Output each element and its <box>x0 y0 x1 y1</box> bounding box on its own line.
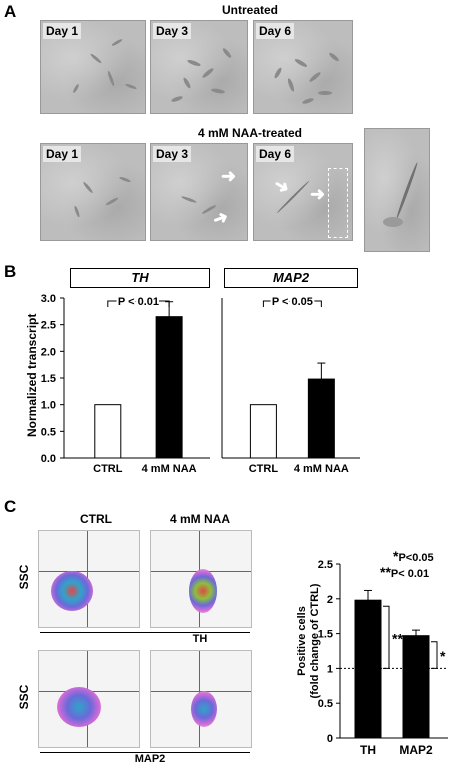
bar-th <box>354 599 382 739</box>
gene-box-map2: MAP2 <box>224 268 358 288</box>
y-tick-label: 0.0 <box>41 453 56 465</box>
bar-map2 <box>402 635 430 739</box>
col-label-ctrl: CTRL <box>80 512 112 526</box>
bar-ctrl <box>249 404 277 459</box>
untreated-title: Untreated <box>221 3 278 17</box>
panel-a-letter: A <box>4 2 17 21</box>
chart-positive-cells: 2.5 2 1.5 1 0.5 0 TH ** MAP2 * <box>318 559 448 757</box>
y-tick-label: 2.0 <box>41 346 56 358</box>
y-tick-label: 2 <box>327 594 333 606</box>
arrow-icon: ➜ <box>209 206 231 231</box>
panel-b-y-axis: 3.0 2.5 2.0 1.5 1.0 0.5 0.0 <box>41 293 65 465</box>
panel-c-chart: 2.5 2 1.5 1 0.5 0 TH ** MAP2 * <box>318 559 448 757</box>
micrograph-treated-day1: Day 1 <box>40 143 146 241</box>
flow-plot-naa-map2 <box>150 650 252 748</box>
day-label: Day 3 <box>153 23 192 39</box>
day-label: Day 1 <box>43 146 82 162</box>
micrograph-untreated-day6: Day 6 <box>253 20 353 114</box>
arrow-icon: ➜ <box>270 173 294 199</box>
panel-b-letter: B <box>4 262 17 281</box>
y-tick-label: 1 <box>327 663 333 675</box>
x-tick-label: 4 mM NAA <box>294 463 349 475</box>
panel-c-letter: C <box>4 497 17 516</box>
day-label: Day 6 <box>256 23 295 39</box>
significance-stars: * <box>440 648 446 664</box>
x-tick-label: CTRL <box>249 463 279 475</box>
y-tick-label: 3.0 <box>41 293 56 305</box>
significance-bracket <box>383 605 390 669</box>
bar-4-mm-naa <box>155 316 183 459</box>
chart-th: CTRL 4 mM NAA P < 0.01 <box>64 294 210 475</box>
day-label: Day 3 <box>153 146 192 162</box>
row-label-map2: MAP2 <box>134 753 166 765</box>
treated-title: 4 mM NAA-treated <box>197 126 302 140</box>
x-tick-label: 4 mM NAA <box>142 463 197 475</box>
micrograph-untreated-day1: Day 1 <box>40 20 146 114</box>
day-label: Day 1 <box>43 23 82 39</box>
day-label: Day 6 <box>256 146 295 162</box>
chart-map2: CTRL 4 mM NAA P < 0.05 <box>221 294 360 475</box>
flow-plot-ctrl-map2 <box>38 650 140 748</box>
panel-b-charts: 3.0 2.5 2.0 1.5 1.0 0.5 0.0 CTRL 4 mM NAA P < 0.… <box>41 293 360 475</box>
y-tick-label: 0.5 <box>318 698 333 710</box>
significance-bracket <box>262 300 322 307</box>
significance-bracket <box>431 641 438 669</box>
legend-single-star: *P<0.05 <box>393 548 434 564</box>
bar-ctrl <box>94 404 122 459</box>
map2-axis-line <box>40 752 250 753</box>
arrow-icon: ➜ <box>221 166 237 186</box>
micrograph-treated-day3: Day 3 ➜ ➜ <box>150 143 248 241</box>
x-tick-label: TH <box>360 743 376 757</box>
significance-stars: ** <box>392 630 403 646</box>
y-tick-label: 1.0 <box>41 400 56 412</box>
bar-4-mm-naa <box>307 378 335 459</box>
p-value-label: P < 0.01 <box>118 296 159 308</box>
gene-box-th: TH <box>70 268 210 288</box>
y-tick-label: 1.5 <box>41 373 56 385</box>
y-tick-label: 1.5 <box>318 629 333 641</box>
significance-bracket <box>107 300 170 307</box>
micrograph-zoom-inset <box>364 128 430 252</box>
col-label-naa: 4 mM NAA <box>169 512 230 526</box>
th-axis-line <box>40 632 250 633</box>
row-label-th: TH <box>192 633 208 645</box>
flow-plot-ctrl-th <box>38 530 140 628</box>
y-tick-label: 2.5 <box>318 559 333 571</box>
y-tick-label: 2.5 <box>41 320 56 332</box>
x-tick-label: MAP2 <box>399 743 433 757</box>
arrow-icon: ➜ <box>310 184 326 204</box>
p-value-label: P < 0.05 <box>272 296 313 308</box>
legend-double-star: **P< 0.01 <box>380 564 430 580</box>
y-tick-label: 0 <box>327 733 333 745</box>
micrograph-untreated-day3: Day 3 <box>150 20 248 114</box>
flow-plot-naa-th <box>150 530 252 628</box>
y-tick-label: 0.5 <box>41 426 56 438</box>
micrograph-treated-day6: Day 6 ➜ ➜ <box>253 143 353 241</box>
zoom-region-box <box>328 168 348 238</box>
x-tick-label: CTRL <box>93 463 123 475</box>
